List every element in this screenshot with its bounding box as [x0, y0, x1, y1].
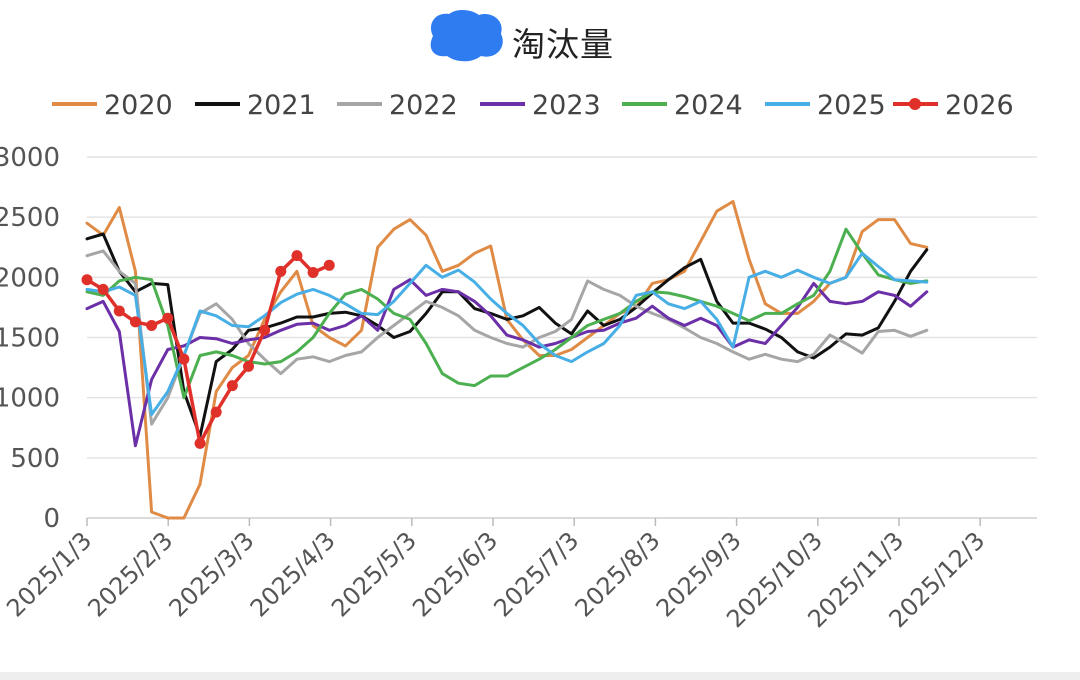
y-tick-label: 0	[43, 504, 60, 534]
y-tick-label: 2500	[0, 203, 60, 233]
legend: 2020 2021 2022 2023 2024 2025 2026	[52, 90, 1014, 121]
x-tick-label: 2025/2/3	[82, 526, 178, 622]
y-axis-ticks: 0 500 1000 1500 2000 2500 3000	[0, 143, 60, 534]
x-tick-label: 2025/1/3	[1, 526, 97, 622]
x-axis: 2025/1/32025/2/32025/3/32025/4/32025/5/3…	[1, 517, 1037, 633]
series-line-2026	[85, 253, 332, 446]
data-point-2026	[243, 360, 254, 372]
data-point-2026	[194, 437, 206, 449]
data-point-2026	[275, 265, 287, 277]
y-tick-label: 2000	[0, 263, 60, 293]
data-point-2026	[323, 259, 335, 271]
x-tick-label: 2025/4/3	[245, 526, 341, 622]
x-tick-label: 2025/3/3	[164, 526, 260, 622]
y-tick-label: 1500	[0, 324, 60, 354]
x-tick-label: 2025/6/3	[407, 526, 503, 622]
legend-label-2025: 2025	[817, 90, 886, 121]
data-point-2026	[226, 380, 238, 392]
legend-label-2022: 2022	[389, 90, 458, 121]
redacted-logo-blob	[430, 9, 503, 62]
bottom-divider	[0, 672, 1080, 680]
series-line-2022	[85, 249, 929, 426]
legend-marker-2026	[909, 98, 921, 110]
data-point-2026	[307, 267, 319, 279]
x-tick-label: 2025/5/3	[326, 526, 422, 622]
data-point-2026	[146, 319, 158, 331]
series-line-2025	[85, 251, 929, 416]
data-point-2026	[291, 250, 303, 262]
series-line-2023	[85, 278, 929, 448]
y-tick-label: 1000	[0, 384, 60, 414]
x-tick-label: 2025/8/3	[570, 526, 666, 622]
legend-label-2021: 2021	[247, 90, 316, 121]
legend-label-2024: 2024	[674, 90, 743, 121]
data-point-2026	[210, 406, 222, 418]
data-point-2026	[162, 312, 174, 324]
gridlines	[87, 156, 1037, 459]
y-tick-label: 500	[10, 444, 60, 474]
data-point-2026	[113, 305, 125, 317]
data-point-2026	[259, 324, 271, 336]
legend-label-2026: 2026	[945, 90, 1014, 121]
series-line-2024	[85, 227, 929, 400]
data-point-2026	[178, 353, 190, 365]
legend-label-2020: 2020	[104, 90, 173, 121]
legend-label-2023: 2023	[532, 90, 601, 121]
data-point-2026	[97, 283, 109, 295]
data-point-2026	[129, 316, 141, 328]
y-tick-label: 3000	[0, 143, 60, 173]
x-tick-label: 2025/7/3	[488, 526, 584, 622]
chart-title: 淘汰量	[512, 25, 614, 64]
data-point-2026	[81, 274, 93, 286]
series-lines	[81, 200, 929, 520]
